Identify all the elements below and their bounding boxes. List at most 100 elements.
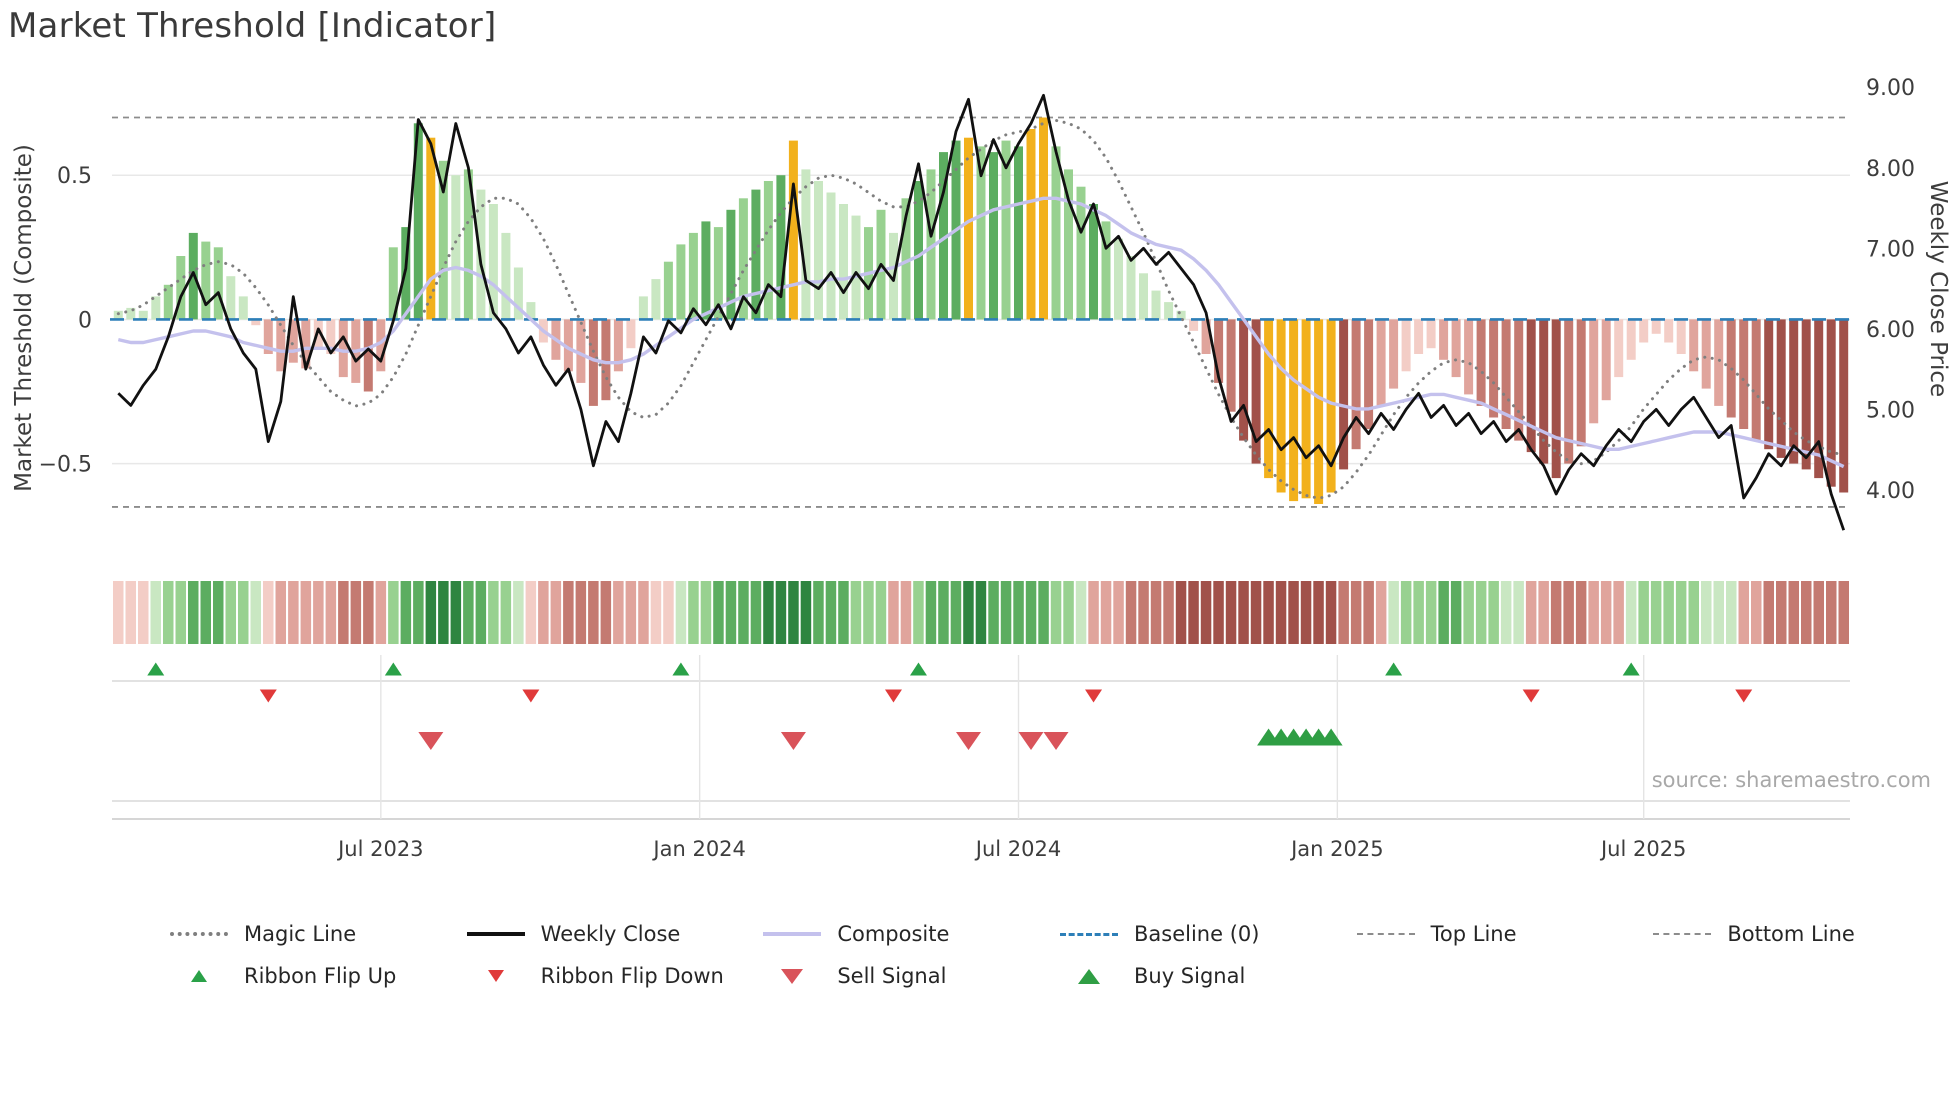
ribbon-cell <box>225 581 236 644</box>
ribbon-cell <box>1075 581 1087 644</box>
legend-item-buy-signal: Buy Signal <box>1060 960 1357 992</box>
weekly-close-sample <box>466 932 525 936</box>
threshold-bar <box>1589 319 1599 424</box>
ribbon-cell <box>1350 581 1362 644</box>
axis-tick-labels: 0.5 0 −0.5 9.00 8.00 7.00 6.00 5.00 4.00 <box>39 76 1915 504</box>
ribbon-cell <box>1413 581 1424 644</box>
signal-panel-gridlines <box>380 655 1645 819</box>
threshold-bar <box>201 241 211 320</box>
threshold-bar <box>276 319 286 372</box>
sell-signal-marker <box>781 968 804 984</box>
ribbon-cell <box>775 581 787 644</box>
threshold-bar <box>651 279 661 320</box>
ribbon-cell <box>1225 581 1237 644</box>
threshold-bar <box>288 319 298 363</box>
threshold-bar <box>1514 319 1524 441</box>
threshold-bar <box>638 296 648 320</box>
ribbon-cell <box>1288 581 1299 644</box>
ribbon-cell <box>1538 581 1549 644</box>
ribbon-cell <box>888 581 899 644</box>
ribbon-cell <box>1813 581 1824 644</box>
ribbon-cell <box>1100 581 1112 644</box>
ribbon-cell <box>450 581 462 644</box>
threshold-bar <box>1639 319 1649 343</box>
legend: Magic Line Weekly Close Composite Baseline … <box>170 918 1950 992</box>
x-tick-label: Jul 2025 <box>1599 837 1686 861</box>
ribbon-cell <box>900 581 912 644</box>
top-line-sample <box>1356 933 1415 935</box>
threshold-bar <box>1451 319 1461 378</box>
sell-signal-marker <box>1043 732 1069 750</box>
left-tick-label: −0.5 <box>39 453 92 478</box>
ribbon-cell <box>1438 581 1449 644</box>
ribbon-cell <box>1826 581 1837 644</box>
weekly-close-line <box>117 93 1846 531</box>
ribbon-cell <box>125 581 136 644</box>
ribbon-cell <box>1701 581 1712 644</box>
threshold-bar <box>1439 319 1449 360</box>
threshold-bar <box>1189 319 1199 331</box>
threshold-bar <box>1251 319 1261 464</box>
threshold-bar <box>301 319 311 369</box>
ribbon-cell <box>325 581 337 644</box>
threshold-bar <box>513 267 523 320</box>
threshold-bar <box>1026 129 1036 320</box>
signal-markers <box>147 662 1753 750</box>
threshold-bar <box>1389 319 1399 389</box>
ribbon-cell <box>1325 581 1337 644</box>
ribbon-cell <box>1625 581 1637 644</box>
threshold-bar <box>176 256 186 320</box>
ribbon-cell <box>825 581 837 644</box>
threshold-bar <box>1114 238 1123 320</box>
threshold-bar <box>1314 319 1324 504</box>
ribbon-cell <box>838 581 849 644</box>
ribbon-cell <box>463 581 474 644</box>
threshold-bar <box>776 175 786 320</box>
threshold-bar <box>563 319 573 372</box>
source-credit: source: sharemaestro.com <box>1651 768 1931 792</box>
ribbon-cell <box>150 581 161 644</box>
threshold-bar <box>763 181 773 320</box>
ribbon-cell <box>1388 581 1399 644</box>
chart-canvas: 0.5 0 −0.5 9.00 8.00 7.00 6.00 5.00 4.00 Jul 2023… <box>39 76 1915 861</box>
threshold-bar <box>1064 169 1073 320</box>
ribbon-flip-up-marker <box>1622 662 1640 676</box>
ribbon-cell <box>1575 581 1587 644</box>
ribbon-cell <box>613 581 624 644</box>
ribbon-cell <box>1025 581 1037 644</box>
page-title: Market Threshold [Indicator] <box>8 6 497 46</box>
threshold-bar <box>1001 140 1011 320</box>
ribbon-cell <box>1563 581 1574 644</box>
right-tick-label: 4.00 <box>1866 479 1915 504</box>
ribbon-cell <box>1588 581 1599 644</box>
magic-line-sample <box>170 932 228 936</box>
right-tick-label: 6.00 <box>1866 318 1915 343</box>
legend-item-weekly-close: Weekly Close <box>466 918 764 950</box>
legend-label: Weekly Close <box>540 922 681 946</box>
ribbon-cell <box>350 581 362 644</box>
baseline-0-line-swatch <box>1059 932 1118 936</box>
right-tick-label: 8.00 <box>1866 157 1915 182</box>
threshold-bar <box>376 319 386 372</box>
threshold-bar <box>1364 319 1374 429</box>
threshold-bar <box>501 232 511 320</box>
ribbon-cell <box>1463 581 1474 644</box>
threshold-bar <box>338 319 348 378</box>
threshold-bar <box>751 189 761 320</box>
composite-line <box>117 196 1845 469</box>
ribbon-cell <box>925 581 937 644</box>
legend-label: Baseline (0) <box>1133 922 1260 946</box>
x-tick-label: Jan 2025 <box>1289 837 1384 861</box>
threshold-bars <box>113 117 1849 504</box>
ribbon-cell <box>425 581 437 644</box>
ribbon-cell <box>238 581 249 644</box>
ribbon-cell <box>163 581 174 644</box>
ribbon-cell <box>1300 581 1312 644</box>
triangle-down-icon <box>763 968 821 984</box>
threshold-bar <box>688 232 698 320</box>
baseline-0-sample <box>1059 932 1118 936</box>
ribbon-cell <box>513 581 524 644</box>
legend-item-top-line: Top Line <box>1356 918 1654 950</box>
legend-item-ribbon-flip-up: Ribbon Flip Up <box>170 960 467 992</box>
threshold-bar <box>613 319 623 372</box>
